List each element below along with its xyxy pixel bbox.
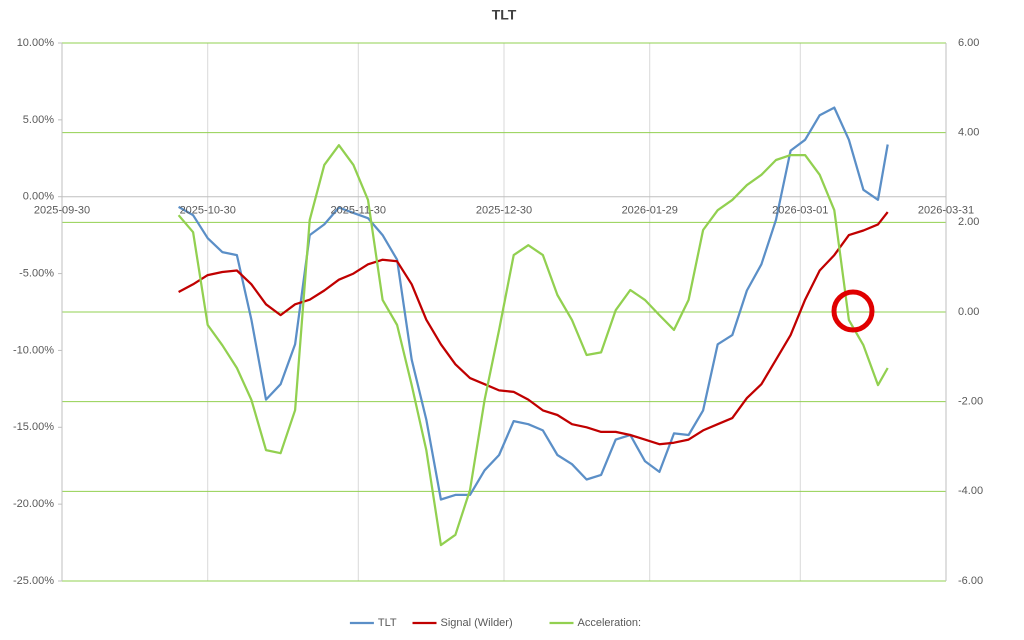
- series-line: [178, 211, 889, 446]
- y2-tick-label: 2.00: [958, 216, 979, 228]
- y2-tick-label: -4.00: [958, 485, 983, 497]
- x-tick-label: 2025-10-30: [180, 205, 236, 217]
- grid: [58, 42, 947, 582]
- y-tick-label: -15.00%: [13, 421, 54, 433]
- x-tick-label: 2025-11-30: [331, 205, 386, 217]
- chart-title: TLT: [492, 7, 517, 23]
- y-tick-label: 5.00%: [23, 114, 54, 126]
- y-tick-label: 0.00%: [23, 191, 54, 203]
- highlight-circle: [831, 289, 875, 333]
- y2-tick-label: 4.00: [958, 127, 979, 139]
- legend-label: Acceleration:: [578, 617, 642, 629]
- y2-tick-label: -6.00: [958, 575, 983, 587]
- y-tick-label: -10.00%: [13, 344, 54, 356]
- x-tick-label: 2025-09-30: [34, 205, 90, 217]
- y2-tick-label: 0.00: [958, 306, 979, 318]
- x-tick-label: 2026-03-01: [772, 205, 828, 217]
- x-tick-label: 2026-03-31: [918, 205, 974, 217]
- lines: [177, 106, 889, 547]
- y-tick-label: -5.00%: [19, 267, 54, 279]
- x-tick-label: 2026-01-29: [622, 205, 678, 217]
- y-tick-label: -20.00%: [13, 498, 54, 510]
- series-line: [177, 144, 889, 547]
- y-tick-label: 10.00%: [17, 37, 55, 49]
- x-tick-label: 2025-12-30: [476, 205, 532, 217]
- y-tick-label: -25.00%: [13, 575, 54, 587]
- legend-label: TLT: [378, 617, 397, 629]
- legend-label: Signal (Wilder): [441, 617, 513, 629]
- y2-tick-label: 6.00: [958, 37, 979, 49]
- series-line: [178, 106, 889, 501]
- y2-tick-label: -2.00: [958, 396, 983, 408]
